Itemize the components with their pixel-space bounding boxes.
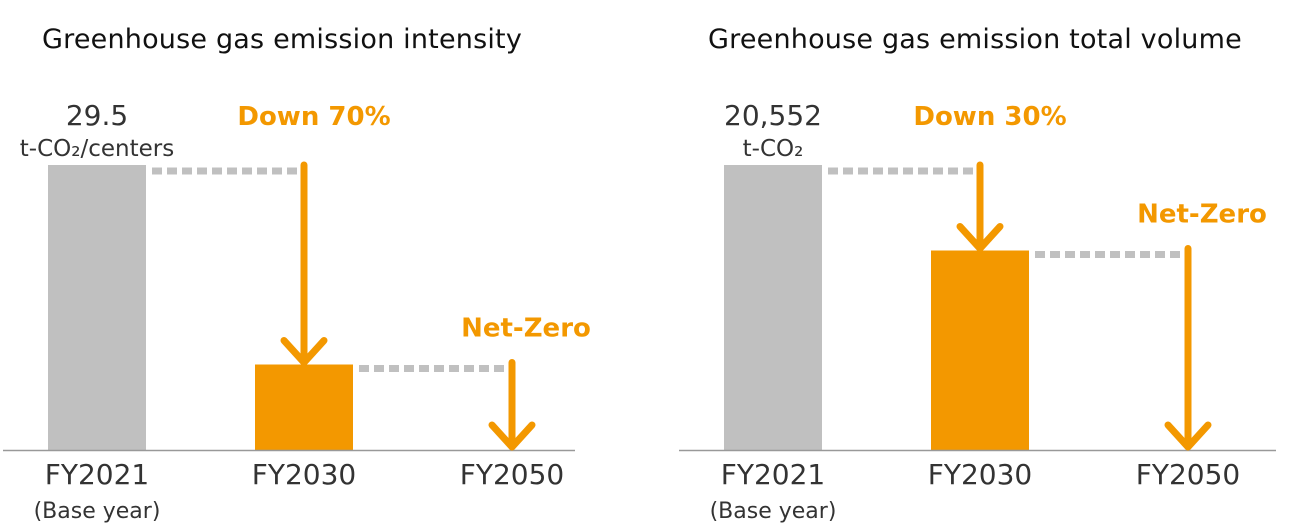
bar-fy2030 [931,250,1029,450]
net-zero-arrow-head [488,421,536,451]
unit-label: t-CO₂/centers [20,136,174,162]
bar-fy2030 [255,364,353,450]
tick-label-fy2021: FY2021 [45,458,149,491]
total-volume-chart: 20,552 t-CO₂ Down 30% Net-Zero FY2021 (Base y… [679,99,1276,524]
unit-label: t-CO₂ [743,136,804,162]
chart-title: Greenhouse gas emission total volume [708,24,1242,55]
tick-label-fy2050: FY2050 [460,458,564,491]
net-zero-label: Net-Zero [461,314,591,344]
bar-fy2021 [724,165,822,450]
tick-label-fy2030: FY2030 [928,458,1032,491]
tick-label-fy2021: FY2021 [721,458,825,491]
reduction-arrow-head [280,337,328,366]
net-zero-label: Net-Zero [1137,200,1267,230]
reduction-label: Down 70% [237,102,390,132]
reduction-label: Down 30% [913,102,1066,132]
bar-fy2021 [48,165,146,450]
tick-note: (Base year) [34,499,161,524]
intensity-chart-panel: Greenhouse gas emission intensity 29.5 t-… [0,0,600,530]
total-volume-chart-panel: Greenhouse gas emission total volume 20,… [676,0,1290,530]
reduction-arrow-head [956,223,1004,253]
chart-title: Greenhouse gas emission intensity [42,24,523,55]
tick-note: (Base year) [710,499,837,524]
base-value-label: 29.5 [66,99,128,132]
tick-label-fy2050: FY2050 [1136,458,1240,491]
intensity-chart: 29.5 t-CO₂/centers Down 70% Net-Zero FY2021 (… [3,99,591,524]
tick-label-fy2030: FY2030 [252,458,356,491]
net-zero-arrow-head [1164,421,1212,451]
base-value-label: 20,552 [724,99,822,132]
